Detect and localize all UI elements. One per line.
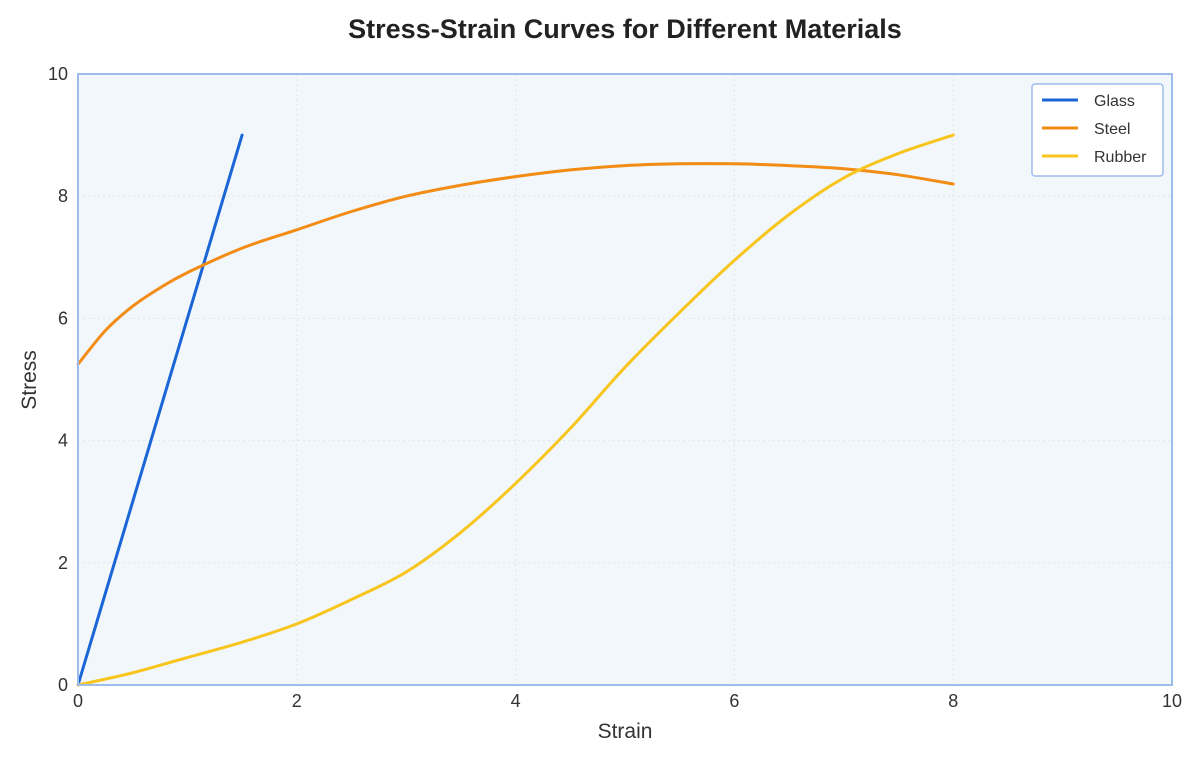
series-line-glass [76, 133, 244, 687]
x-tick-label: 4 [511, 691, 521, 711]
x-axis-label: Strain [598, 720, 653, 743]
x-tick-label: 8 [948, 691, 958, 711]
x-tick-label: 2 [292, 691, 302, 711]
y-tick-label: 6 [58, 308, 68, 328]
grid [78, 74, 1172, 685]
legend-box [1031, 83, 1164, 177]
x-tick-label: 0 [73, 691, 83, 711]
y-tick-label: 0 [58, 675, 68, 695]
series-line-steel [76, 162, 955, 366]
chart-title: Stress-Strain Curves for Different Mater… [348, 14, 902, 44]
legend: Glass Steel Rubber [1031, 83, 1164, 177]
y-tick-label: 4 [58, 431, 68, 451]
legend-label-rubber: Rubber [1094, 149, 1147, 166]
y-tick-label: 10 [48, 64, 68, 84]
ticks: 0 2 4 6 8 10 0 2 4 6 8 10 [48, 64, 1182, 711]
legend-label-glass: Glass [1094, 93, 1135, 110]
y-axis-label: Stress [18, 350, 41, 410]
x-tick-label: 6 [729, 691, 739, 711]
plot-area [78, 74, 1172, 685]
y-tick-label: 2 [58, 553, 68, 573]
series-line-rubber [76, 133, 955, 687]
x-tick-label: 10 [1162, 691, 1182, 711]
y-tick-label: 8 [58, 186, 68, 206]
legend-label-steel: Steel [1094, 121, 1130, 138]
series-layer [76, 133, 955, 687]
plot-frame [77, 73, 1173, 686]
